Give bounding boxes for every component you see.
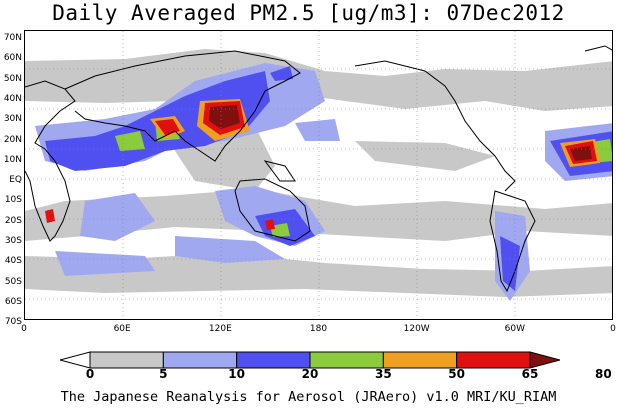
colorbar-swatch [236,351,311,369]
colorbar-level-label: 10 [228,367,246,381]
graticule [25,31,612,319]
latitude-label: 30S [4,236,22,246]
colorbar-level-label: 0 [85,367,95,381]
colorbar-swatch [162,351,238,369]
longitude-label: 60E [113,324,131,334]
latitude-label: 10S [4,195,22,206]
colorbar-level-label: 35 [374,367,392,381]
latitude-label: 20S [4,215,22,226]
longitude-label: 60W [504,324,526,334]
latitude-label: 60S [4,296,22,307]
latitude-label: 40S [4,256,22,267]
colorbar-swatch [456,351,531,369]
latitude-label: 30N [3,114,22,125]
latitude-label: 60N [3,53,22,64]
colorbar-level-label: 50 [448,367,466,381]
latitude-label: 20N [3,134,22,145]
colorbar-level-label: 20 [301,367,319,381]
colorbar-level-label: 5 [159,367,168,381]
colorbar-swatch [60,351,91,369]
longitude-label: 0 [610,324,616,334]
longitude-label: 180 [309,324,328,334]
latitude-label: 50N [3,73,22,84]
latitude-label: 40N [3,93,22,104]
pm25-map [24,30,613,320]
longitude-label: 120E [208,324,232,334]
latitude-label: 10N [3,154,22,165]
footer-credit: The Japanese Reanalysis for Aerosol (JRA… [60,389,557,405]
colorbar-swatch [309,351,384,369]
colorbar-level-label: 65 [521,367,539,381]
latitude-label: EQ [9,175,22,186]
longitude-label: 120W [403,324,430,334]
colorbar-level-label: 80 [594,367,612,381]
colorbar-swatch [89,351,164,369]
latitude-label: 70S [4,317,22,328]
colorbar-swatch [529,351,560,369]
map-canvas [25,31,612,319]
map-title: Daily Averaged PM2.5 [ug/m3]: 07Dec2012 [52,1,565,25]
latitude-label: 70N [3,33,22,43]
longitude-label: 0 [21,324,27,334]
concentration-field-light [25,49,612,297]
colorbar [60,351,560,369]
colorbar-swatch [382,351,458,369]
coastlines [25,45,612,293]
concentration-field-maroon [209,105,592,161]
latitude-label: 50S [4,276,22,287]
